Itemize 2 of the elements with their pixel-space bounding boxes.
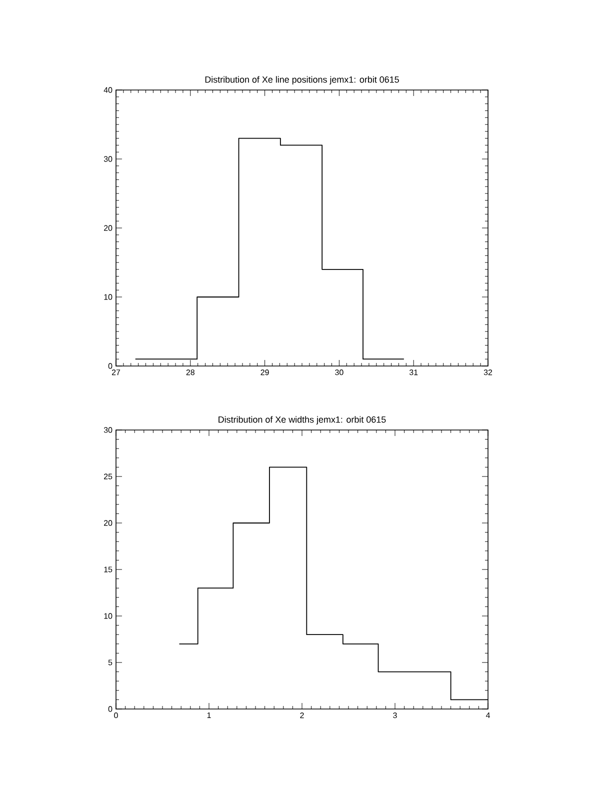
chart-title: Distribution of Xe widths jemx1: orbit 0615 <box>218 416 386 424</box>
chart-title: Distribution of Xe line positions jemx1: orbit 0615 <box>205 76 399 84</box>
